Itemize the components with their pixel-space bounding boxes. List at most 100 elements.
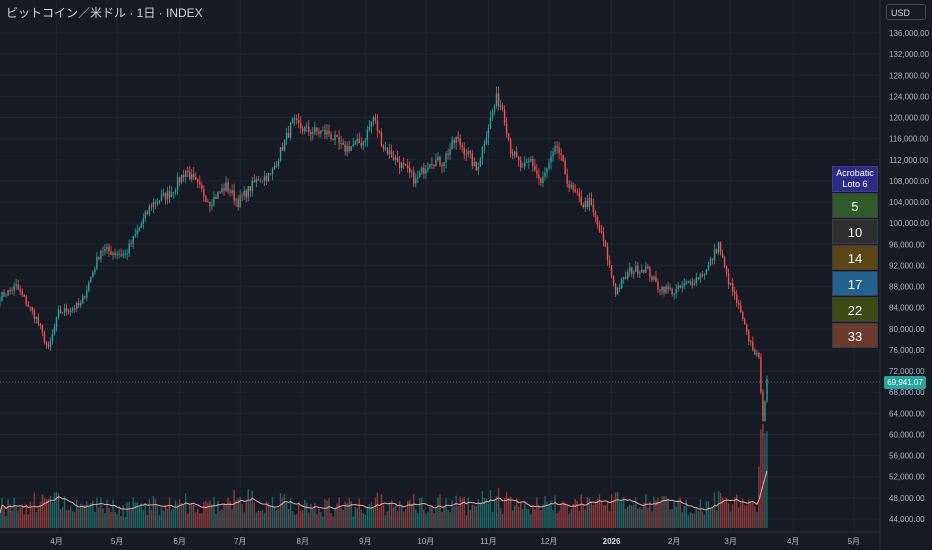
y-tick-label: 92,000.00: [889, 261, 925, 270]
volume-bar: [562, 501, 564, 528]
volume-bar: [65, 509, 68, 528]
volume-bar: [112, 499, 114, 528]
time-axis[interactable]: 4月 5月 6月 7月 8月 9月 10月 11月 12月 2026 2月 3月 4月 5月: [50, 537, 860, 546]
candle-body: [209, 201, 211, 207]
candle-body: [576, 191, 578, 193]
volume-bar: [627, 506, 629, 528]
volume-bar: [707, 501, 710, 528]
volume-bar: [594, 503, 597, 528]
candle-body: [394, 157, 397, 160]
candle-body: [675, 288, 677, 294]
candle-body: [98, 257, 100, 260]
volume-bar: [425, 513, 427, 528]
volume-bar: [681, 512, 683, 528]
candle-body: [677, 285, 679, 289]
volume-bar: [641, 508, 643, 528]
lotto-number-3: 14: [832, 245, 878, 270]
candle-body: [691, 281, 693, 285]
candle-body: [295, 118, 298, 120]
currency-badge[interactable]: USD: [886, 4, 926, 20]
volume-bar: [227, 497, 229, 528]
volume-bar: [221, 509, 223, 528]
volume-bar: [479, 502, 482, 528]
volume-bar: [733, 497, 736, 528]
candle-body: [705, 269, 708, 275]
volume-bar: [386, 511, 389, 528]
volume-bar: [257, 510, 260, 528]
volume-bar: [372, 507, 375, 528]
lotto-panel: Acrobatic Loto 6 5 10 14 17 22 33: [832, 166, 878, 348]
volume-bar: [261, 510, 264, 528]
volume-bar: [693, 513, 696, 528]
volume-bar: [86, 501, 88, 528]
volume-bar: [711, 507, 714, 528]
candle-body: [574, 189, 576, 192]
volume-bar: [544, 496, 546, 528]
candle-body: [120, 254, 122, 256]
lotto-number-5: 22: [832, 297, 878, 322]
volume-bar: [302, 510, 304, 528]
candle-body: [501, 105, 504, 110]
volume-bar: [485, 498, 488, 528]
y-tick-label: 132,000.00: [889, 50, 930, 59]
volume-bar: [574, 499, 576, 528]
symbol-title[interactable]: ビットコイン／米ドル · 1日 · INDEX: [6, 6, 203, 20]
volume-bar: [489, 490, 492, 528]
candle-body: [5, 295, 7, 297]
candle-body: [415, 178, 417, 184]
volume-bar: [394, 503, 397, 528]
volume-bar: [338, 497, 340, 528]
candle-body: [602, 232, 605, 242]
volume-bar: [491, 512, 494, 528]
lotto-number-4: 17: [832, 271, 878, 296]
volume-bar: [727, 503, 730, 528]
candle-body: [45, 342, 48, 345]
candle-body: [348, 146, 350, 151]
volume-bar: [570, 509, 572, 528]
candle-body: [338, 137, 340, 144]
volume-bar: [110, 511, 112, 528]
price-axis[interactable]: 44,000.00 48,000.00 52,000.00 56,000.00 60,0…: [889, 29, 930, 524]
volume-bar: [602, 504, 605, 528]
candle-body: [546, 168, 548, 173]
volume-bar: [461, 498, 463, 528]
volume-bar: [651, 511, 653, 528]
candle-body: [665, 286, 667, 293]
volume-bar: [501, 513, 504, 528]
volume-bar: [187, 513, 189, 528]
candle-body: [233, 190, 235, 201]
y-tick-label: 64,000.00: [889, 409, 925, 418]
candle-body: [273, 166, 276, 169]
x-tick-label: 11月: [480, 537, 496, 546]
volume-bar: [647, 507, 649, 528]
candle-body: [520, 160, 522, 168]
candle-body: [199, 182, 201, 185]
candle-body: [211, 205, 213, 207]
candle-body: [445, 153, 447, 163]
volume-bar: [15, 505, 17, 528]
volume-bar: [209, 500, 211, 528]
candle-body: [302, 128, 304, 132]
candle-body: [758, 352, 760, 358]
volume-bar: [336, 503, 338, 528]
volume-bar: [558, 510, 560, 528]
volume-bar: [354, 506, 356, 528]
volume-bar: [620, 500, 623, 528]
candle-body: [596, 216, 599, 225]
volume-bar: [635, 497, 637, 528]
candle-body: [491, 111, 494, 118]
candle-body: [455, 136, 457, 143]
volume-bar: [174, 500, 177, 528]
candle-body: [447, 153, 449, 156]
volume-bar: [538, 505, 540, 528]
candle-body: [283, 139, 286, 151]
candle-body: [108, 247, 110, 252]
candle-body: [9, 289, 11, 291]
volume-bar: [413, 494, 415, 528]
volume-bar: [342, 509, 344, 528]
volume-bar: [279, 493, 282, 528]
volume-bar: [614, 492, 617, 528]
volume-bar: [330, 512, 332, 528]
volume-bar: [649, 501, 651, 528]
